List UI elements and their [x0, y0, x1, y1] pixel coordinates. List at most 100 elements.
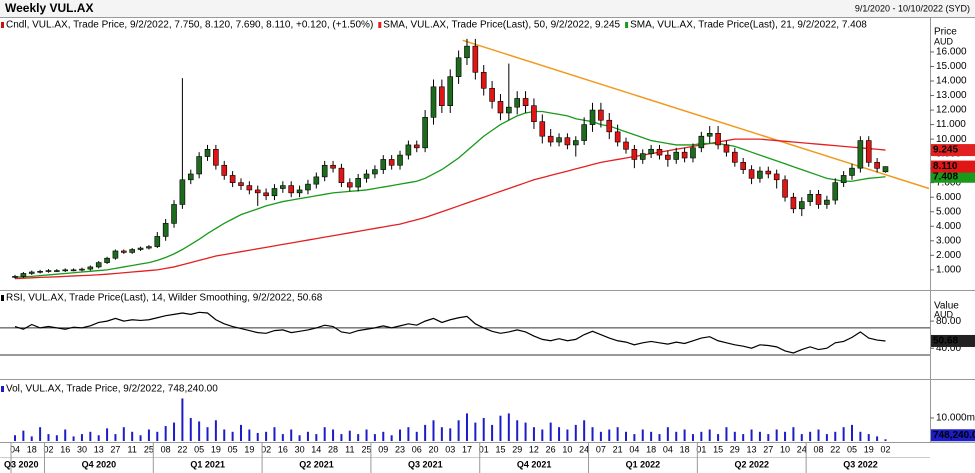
- y-tick-label: 5.000: [936, 206, 961, 217]
- x-tick-label: 05: [228, 444, 238, 454]
- candle-body: [37, 270, 43, 273]
- candle-body: [690, 147, 696, 159]
- volume-bar: [491, 424, 494, 441]
- volume-bar: [72, 436, 75, 441]
- x-tick-label: 10: [780, 444, 790, 454]
- volume-bar: [834, 431, 837, 441]
- y-axis-title: Value: [934, 301, 959, 312]
- candle-body: [45, 270, 52, 272]
- x-tick-label: 19: [864, 444, 874, 454]
- candle-body: [849, 167, 855, 176]
- candle-body: [271, 188, 278, 197]
- volume-bar: [80, 434, 83, 441]
- candle-body: [12, 276, 18, 278]
- volume-bar: [440, 427, 443, 441]
- volume-bar: [390, 435, 393, 441]
- candle-body: [330, 164, 336, 169]
- volume-bar: [708, 429, 711, 441]
- candle-body: [238, 182, 244, 186]
- volume-bar: [541, 429, 544, 441]
- volume-bar: [399, 429, 402, 441]
- candle-body: [589, 109, 596, 125]
- candle-body: [531, 105, 537, 122]
- candle-body: [514, 98, 521, 108]
- candle-body: [790, 196, 797, 210]
- x-tick-label: 23: [395, 444, 405, 454]
- volume-bar: [424, 424, 427, 441]
- candle-body: [572, 140, 579, 146]
- quarter-label: Q2 2022: [734, 459, 769, 469]
- x-tick-label: 25: [144, 444, 154, 454]
- last-value-label: 748,240.00: [933, 430, 975, 441]
- x-tick-label: 05: [194, 444, 204, 454]
- volume-bar: [64, 429, 67, 441]
- candle-body: [62, 269, 69, 272]
- x-tick-label: 22: [177, 444, 187, 454]
- volume-bar: [39, 427, 42, 441]
- volume-bar: [97, 435, 100, 441]
- volume-bar: [373, 434, 376, 441]
- candle-body: [162, 223, 169, 237]
- quarter-label: Q3 2020: [4, 459, 39, 469]
- volume-bar: [139, 435, 142, 441]
- candle-body: [388, 159, 395, 166]
- volume-bar: [650, 431, 653, 441]
- candle-body: [639, 153, 646, 160]
- volume-bar: [574, 424, 577, 441]
- candle-body: [472, 45, 479, 73]
- x-tick-label: 11: [128, 444, 137, 454]
- volume-bar: [532, 427, 535, 441]
- volume-bar: [348, 430, 351, 441]
- volume-bar: [658, 434, 661, 441]
- volume-bar: [156, 431, 159, 441]
- y-tick-label: 15.000: [936, 61, 967, 72]
- candle-body: [832, 182, 839, 201]
- title-bar: [0, 0, 975, 17]
- volume-bar: [365, 429, 368, 441]
- y-tick-label: 16.000: [936, 47, 967, 58]
- y-axis-title: Price: [934, 27, 957, 38]
- candle-body: [824, 199, 830, 205]
- volume-bar: [742, 434, 745, 441]
- volume-bar: [198, 421, 201, 441]
- volume-bar: [507, 413, 510, 441]
- volume-bar: [206, 427, 209, 441]
- x-tick-label: 18: [646, 444, 656, 454]
- candle-body: [598, 109, 604, 121]
- candle-body: [648, 148, 654, 154]
- candle-body: [104, 257, 110, 263]
- legend-swatch: [1, 386, 4, 392]
- candle-body: [179, 179, 186, 205]
- y-tick-label: 10.000m: [936, 413, 975, 424]
- volume-bar: [55, 435, 58, 441]
- quarter-label: Q4 2020: [82, 459, 117, 469]
- last-value-box: [931, 334, 975, 347]
- y-tick-label: 10.000: [936, 134, 967, 145]
- candle-body: [204, 148, 211, 157]
- volume-bar: [884, 439, 887, 441]
- candle-body: [681, 151, 688, 159]
- candle-body: [439, 86, 445, 107]
- volume-bar: [867, 434, 870, 441]
- volume-bar: [817, 429, 820, 441]
- candle-body: [723, 144, 730, 153]
- candle-body: [865, 140, 872, 163]
- candle-body: [840, 175, 847, 183]
- volume-bar: [733, 431, 736, 441]
- volume-bar: [89, 431, 92, 441]
- volume-bar: [181, 398, 184, 441]
- last-value-label: 50.68: [933, 336, 958, 347]
- candle-body: [547, 135, 554, 143]
- volume-bar: [800, 434, 803, 441]
- candle-body: [748, 169, 755, 179]
- legend-entry: SMA, VUL.AX, Trade Price(Last), 21, 9/2/…: [630, 20, 867, 31]
- x-tick-label: 18: [680, 444, 690, 454]
- volume-bar: [323, 427, 326, 441]
- candle-body: [489, 87, 495, 102]
- candle-body: [280, 185, 286, 189]
- candle-body: [673, 151, 680, 160]
- x-tick-label: 06: [412, 444, 422, 454]
- volume-bar: [465, 413, 468, 441]
- volume-bar: [131, 431, 134, 441]
